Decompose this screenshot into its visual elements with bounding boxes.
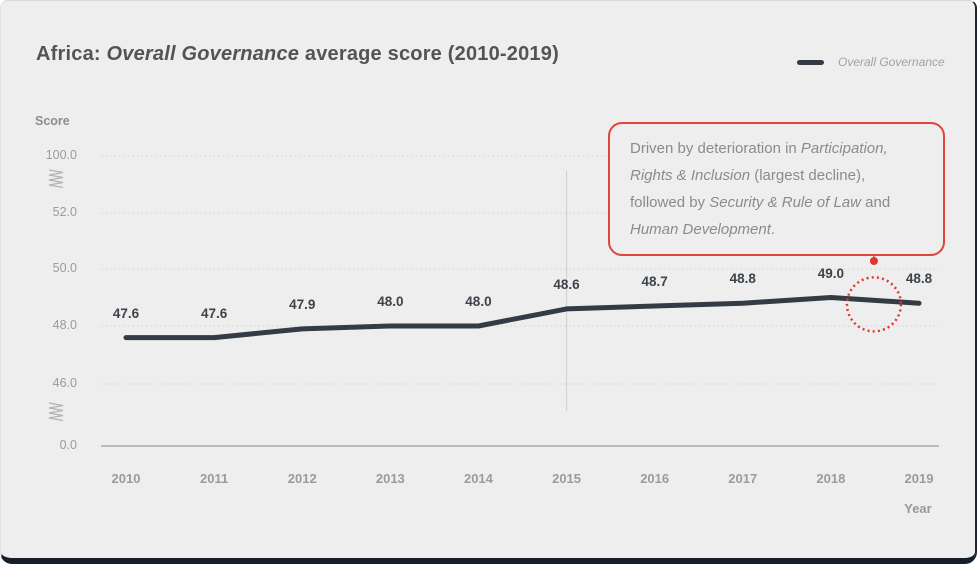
y-axis-title: Score [35, 114, 70, 128]
governance-line [123, 295, 922, 341]
data-label: 47.9 [289, 296, 316, 312]
x-tick-label: 2015 [552, 471, 582, 486]
chart-title: Africa: Overall Governance average score… [36, 43, 559, 65]
data-label: 47.6 [112, 305, 140, 321]
y-tick-label: 52.0 [52, 205, 77, 219]
x-tick-label: 2010 [111, 471, 141, 486]
legend-line-swatch [797, 59, 824, 65]
annotation-pointer-dot [869, 257, 878, 265]
data-label: 48.6 [553, 276, 580, 292]
x-tick-label: 2019 [904, 471, 934, 486]
x-tick-label: 2018 [816, 471, 846, 486]
data-label: 48.8 [905, 271, 933, 287]
axis-break-icon [48, 169, 64, 189]
x-tick-label: 2012 [287, 471, 317, 486]
data-label: 47.6 [200, 305, 228, 321]
highlight-circle [845, 276, 903, 333]
x-tick-label: 2016 [640, 471, 670, 486]
legend-label: Overall Governance [838, 55, 945, 69]
x-tick-label: 2014 [463, 471, 493, 486]
x-axis-title: Year [904, 501, 932, 516]
data-label: 48.8 [729, 271, 756, 287]
x-tick-label: 2011 [200, 471, 229, 486]
data-label: 48.0 [465, 294, 492, 309]
annotation-box: Driven by deterioration in Participation… [608, 122, 945, 256]
x-tick-label: 2017 [728, 471, 758, 486]
data-label: 48.0 [377, 294, 404, 309]
legend: Overall Governance [797, 55, 945, 69]
y-tick-label: 48.0 [52, 318, 77, 332]
data-label: 49.0 [817, 265, 845, 281]
axis-break-icon [48, 402, 64, 422]
data-label: 48.7 [641, 274, 668, 290]
y-tick-label: 100.0 [45, 148, 77, 162]
y-tick-label: 46.0 [52, 376, 77, 390]
y-tick-label: 50.0 [52, 261, 77, 275]
y-tick-label: 0.0 [59, 438, 77, 452]
x-tick-label: 2013 [375, 471, 405, 486]
